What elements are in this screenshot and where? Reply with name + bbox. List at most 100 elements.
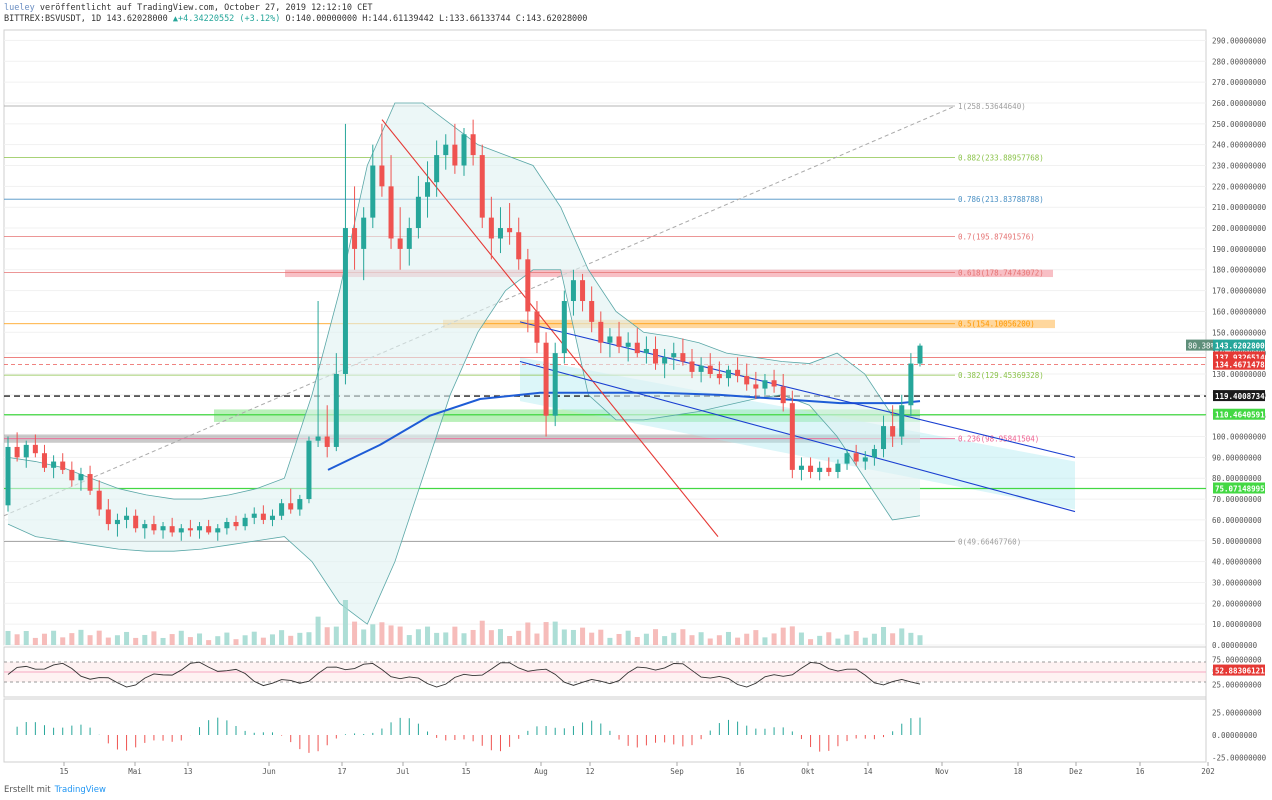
price-tag-label: 119.40087342 (1215, 392, 1269, 401)
volume-bar (653, 629, 659, 645)
price-axis-label: 290.00000000 (1212, 36, 1267, 45)
volume-bar (51, 630, 57, 645)
candle (899, 405, 905, 437)
x-axis-label: Mai (128, 767, 142, 776)
candle (798, 465, 804, 470)
volume-bar (725, 631, 731, 645)
volume-bar (507, 636, 513, 645)
volume-bar (552, 621, 558, 645)
volume-bar (853, 631, 859, 645)
volume-bar (87, 635, 93, 645)
volume-bar (470, 629, 476, 645)
candle (580, 280, 586, 302)
footer-prefix: Erstellt mit (4, 785, 51, 795)
channel-lower (519, 360, 1076, 513)
candle (452, 144, 458, 166)
candle (279, 503, 285, 516)
fib-label: 0.5(154.10056200) (958, 320, 1035, 329)
ohlc-values: O:140.00000000 H:144.61139442 L:133.6613… (285, 14, 588, 24)
candle (817, 467, 823, 472)
volume-bar (908, 632, 914, 645)
volume-bar (197, 633, 203, 645)
price-tag (1213, 482, 1265, 494)
price-axis-label: 30.00000000 (1212, 578, 1262, 587)
volume-bar (397, 626, 403, 645)
volume-bar (96, 630, 102, 645)
volume-bar (817, 635, 823, 645)
price-axis-label: 10.00000000 (1212, 620, 1262, 629)
x-axis-label: 16 (1135, 767, 1145, 776)
candle (333, 373, 339, 447)
candle (543, 342, 549, 416)
fib-label: 0.786(213.83788788) (958, 195, 1044, 204)
chart-header: lueley veröffentlicht auf TradingView.co… (4, 3, 587, 25)
tradingview-logo[interactable]: TradingView (54, 785, 106, 795)
price-change: ▲+4.34220552 (+3.12%) (172, 14, 281, 24)
candle (507, 228, 513, 233)
volume-bar (206, 640, 212, 645)
published-info: veröffentlicht auf TradingView.com, Octo… (39, 3, 373, 13)
x-axis-label: Dez (1069, 767, 1083, 776)
volume-bar (169, 634, 175, 645)
candle (160, 526, 166, 531)
volume-bar (60, 637, 66, 645)
x-axis-label: 18 (1013, 767, 1023, 776)
candle (415, 196, 421, 229)
candle (744, 376, 750, 385)
rsi-line (7, 661, 921, 688)
volume-bar (643, 633, 649, 645)
fib-trend-line (3, 105, 956, 517)
price-axis-label: 200.00000000 (1212, 224, 1267, 233)
candle (488, 217, 494, 239)
candle (215, 528, 221, 533)
candle (406, 228, 412, 249)
volume-bar (525, 622, 531, 645)
candle (771, 380, 777, 387)
candle (151, 524, 157, 531)
candle (479, 155, 485, 218)
candle (653, 348, 659, 364)
price-axis-label: 20.00000000 (1212, 599, 1262, 608)
candle (853, 453, 859, 462)
candle (169, 526, 175, 533)
price-tag (1213, 358, 1265, 370)
candle (497, 228, 503, 239)
candle (425, 182, 431, 197)
author-name[interactable]: lueley (4, 3, 35, 13)
volume-bar (789, 626, 795, 645)
volume-bar (862, 637, 868, 645)
candle (178, 528, 184, 533)
candle (808, 465, 814, 472)
price-axis-label: 210.00000000 (1212, 203, 1267, 212)
candle (698, 365, 704, 372)
volume-bar (616, 633, 622, 645)
candle (233, 522, 239, 527)
volume-bar (260, 637, 266, 645)
volume-bar (917, 635, 923, 645)
candle (598, 321, 604, 343)
volume-bar (78, 629, 84, 645)
volume-bar (306, 632, 312, 645)
volume-bar (269, 634, 275, 645)
moving-average-200 (327, 391, 921, 471)
volume-bar (251, 631, 257, 645)
price-tag-label: 137.93265144 (1215, 353, 1270, 362)
volume-bar (798, 632, 804, 645)
fib-label: 0(49.66467760) (958, 537, 1021, 546)
volume-bar (543, 622, 549, 645)
footer: Erstellt mit TradingView (4, 785, 106, 795)
candle (570, 280, 576, 302)
price-tag-label: 110.46405916 (1215, 411, 1270, 420)
candle (671, 353, 677, 358)
volume-bar (835, 638, 841, 645)
symbol-line: BITTREX:BSVUSDT, 1D 143.62028000 (4, 14, 168, 24)
volume-bar (826, 632, 832, 645)
candle (69, 469, 75, 481)
volume-bar (333, 626, 339, 645)
volume-bar (744, 633, 750, 645)
candle (707, 365, 713, 374)
price-axis-label: 0.00000000 (1212, 641, 1258, 650)
candle (315, 436, 321, 441)
candle (342, 228, 348, 374)
